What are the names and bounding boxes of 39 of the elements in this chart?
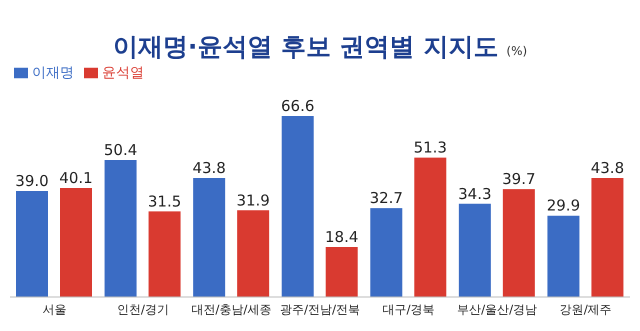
bar <box>16 191 48 297</box>
chart-subtitle: (%) <box>506 44 528 58</box>
bar <box>148 211 181 297</box>
bar <box>104 160 137 297</box>
x-tick-label: 인천/경기 <box>116 302 169 317</box>
data-label: 43.8 <box>192 158 226 177</box>
bar <box>591 178 624 297</box>
bar <box>193 178 226 297</box>
x-tick-label: 대전/충남/세종 <box>191 302 272 317</box>
data-label: 31.9 <box>236 191 270 210</box>
bar <box>60 188 92 297</box>
bar <box>458 204 491 297</box>
x-tick-label: 부산/울산/경남 <box>457 302 538 317</box>
x-tick-label: 광주/전남/전북 <box>280 302 360 317</box>
data-label: 18.4 <box>325 228 358 246</box>
x-tick-label: 서울 <box>42 302 66 317</box>
legend-label: 윤석열 <box>102 65 144 81</box>
data-label: 51.3 <box>414 138 447 157</box>
bar <box>414 158 446 297</box>
data-label: 32.7 <box>370 189 403 208</box>
data-label: 50.4 <box>104 141 138 160</box>
data-label: 31.5 <box>148 192 182 210</box>
data-label: 39.0 <box>15 172 49 190</box>
legend-label: 이재명 <box>32 65 74 81</box>
data-label: 66.6 <box>281 97 314 115</box>
data-label: 39.7 <box>502 170 536 188</box>
bar <box>282 116 314 297</box>
bar <box>237 210 270 297</box>
bar <box>326 246 358 297</box>
data-label: 43.8 <box>590 158 624 177</box>
data-label: 40.1 <box>59 169 93 188</box>
chart-title: 이재명·윤석열 후보 권역별 지지도 <box>112 32 498 61</box>
bar <box>547 216 580 297</box>
data-label: 29.9 <box>546 196 580 215</box>
data-label: 34.3 <box>458 184 492 203</box>
x-tick-label: 대구/경북 <box>382 302 435 317</box>
x-tick-label: 강원/제주 <box>560 302 612 317</box>
bar <box>370 208 402 297</box>
bar <box>502 189 535 297</box>
